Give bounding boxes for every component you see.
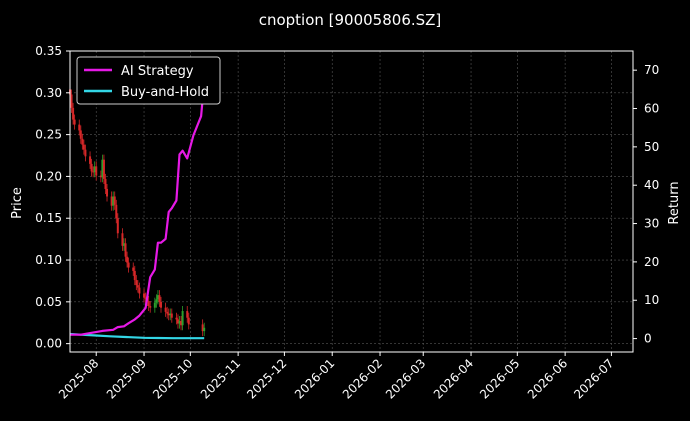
- y-tick-label: 0.15: [35, 211, 62, 225]
- candle-body: [73, 119, 76, 125]
- candle-body: [166, 311, 169, 314]
- candle-body: [115, 204, 118, 219]
- candle-body: [112, 196, 115, 206]
- left-axis-label: Price: [10, 187, 25, 219]
- candle-body: [92, 171, 95, 173]
- candle-body: [126, 256, 129, 263]
- candle-body: [203, 327, 206, 332]
- candle-body: [81, 138, 84, 145]
- chart-title: cnoption [90005806.SZ]: [259, 11, 442, 29]
- candle-body: [70, 94, 73, 108]
- candle-body: [124, 243, 127, 257]
- candle-body: [181, 311, 184, 326]
- y-tick-label: 0.10: [35, 253, 62, 267]
- candle-body: [167, 313, 170, 316]
- candle-body: [72, 107, 75, 120]
- candle-body: [95, 166, 98, 176]
- candle-body: [116, 218, 119, 234]
- candle-body: [158, 295, 161, 302]
- candle-body: [135, 280, 138, 286]
- candle-body: [156, 295, 159, 300]
- y2-tick-label: 60: [644, 102, 659, 116]
- y2-tick-label: 30: [644, 217, 659, 231]
- y-tick-label: 0.20: [35, 169, 62, 183]
- candle-body: [93, 166, 96, 173]
- y2-tick-label: 0: [644, 332, 652, 346]
- y2-tick-label: 50: [644, 140, 659, 154]
- candle-body: [84, 149, 87, 157]
- candle-body: [127, 262, 130, 268]
- candle-body: [110, 196, 113, 206]
- candle-body: [160, 301, 163, 308]
- candle-body: [170, 313, 173, 318]
- y-tick-label: 0.00: [35, 337, 62, 351]
- y-tick-label: 0.35: [35, 44, 62, 58]
- candle-body: [143, 293, 146, 298]
- y-tick-label: 0.30: [35, 86, 62, 100]
- candle-body: [99, 175, 102, 178]
- candle-body: [133, 270, 136, 281]
- candle-body: [89, 156, 92, 164]
- candle-body: [178, 321, 181, 324]
- candle-body: [187, 317, 190, 325]
- plot-frame: [69, 50, 634, 353]
- candle-body: [122, 243, 125, 246]
- candle-body: [113, 196, 116, 205]
- candle-body: [136, 285, 139, 288]
- y2-tick-label: 10: [644, 293, 659, 307]
- legend-box: [76, 56, 221, 105]
- right-axis-label: Return: [667, 181, 682, 224]
- y2-tick-label: 40: [644, 178, 659, 192]
- strategy-lines: [69, 81, 206, 340]
- candle-body: [201, 324, 204, 332]
- candle-body: [106, 188, 109, 197]
- right-axis: 0 10 20 30 40 50 60 70: [633, 63, 659, 346]
- candle-body: [82, 144, 85, 150]
- candle-body: [147, 300, 150, 307]
- candle-body: [104, 178, 107, 189]
- candle-body: [102, 159, 105, 179]
- y2-tick-label: 20: [644, 255, 659, 269]
- candle-body: [175, 317, 178, 320]
- series-line: [69, 332, 205, 340]
- candle-body: [101, 159, 104, 178]
- candle-body: [79, 130, 82, 139]
- candle-body: [121, 233, 124, 246]
- candle-body: [149, 306, 152, 308]
- candle-body: [186, 311, 189, 318]
- left-axis: 0.00 0.05 0.10 0.15 0.20 0.25 0.30 0.35: [35, 44, 70, 351]
- candle-body: [164, 307, 167, 312]
- series-line: [70, 81, 206, 336]
- candle-body: [155, 299, 158, 303]
- legend-bh-label: Buy-and-Hold: [121, 85, 209, 100]
- candle-body: [153, 302, 156, 308]
- candle-body: [176, 319, 179, 324]
- candle-body: [78, 124, 81, 131]
- y-tick-label: 0.25: [35, 128, 62, 142]
- legend: AI Strategy Buy-and-Hold: [76, 56, 221, 105]
- legend-ai-label: AI Strategy: [121, 64, 194, 79]
- y-tick-label: 0.05: [35, 295, 62, 309]
- candle-body: [144, 297, 147, 299]
- candle-body: [138, 287, 141, 294]
- y2-tick-label: 70: [644, 63, 659, 77]
- candle-body: [180, 321, 183, 326]
- candle-body: [132, 267, 135, 271]
- candle-body: [90, 163, 93, 172]
- candle-body: [169, 313, 172, 316]
